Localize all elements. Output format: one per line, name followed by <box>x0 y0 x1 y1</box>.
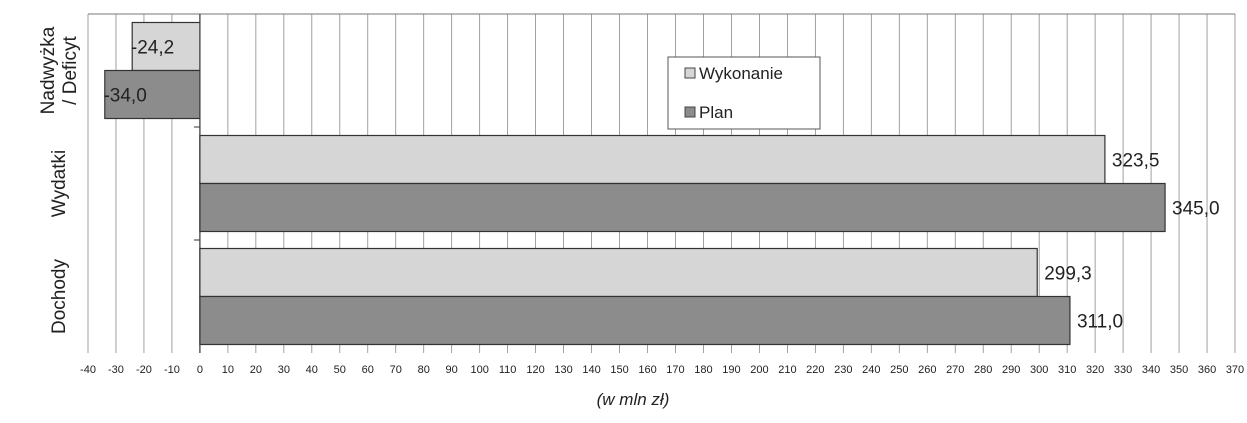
x-tick-label: 170 <box>666 364 684 376</box>
x-tick-label: 150 <box>610 364 628 376</box>
x-tick-label: 40 <box>306 364 318 376</box>
x-axis-title: (w mln zł) <box>597 390 670 409</box>
x-tick-label: 100 <box>470 364 488 376</box>
bar-layer <box>104 21 1166 346</box>
x-tick-label: 360 <box>1198 364 1216 376</box>
x-tick-label: 30 <box>278 364 290 376</box>
x-tick-label: 280 <box>974 364 992 376</box>
x-tick-label: 240 <box>862 364 880 376</box>
category-label: Dochody <box>49 259 70 334</box>
x-tick-label: 140 <box>582 364 600 376</box>
x-tick-label: -40 <box>80 364 96 376</box>
legend-swatch-plan <box>684 106 696 118</box>
x-tick-label: 160 <box>638 364 656 376</box>
x-tick-label: 0 <box>197 364 203 376</box>
bar-wykonanie <box>199 134 1106 185</box>
x-tick-label: 120 <box>526 364 544 376</box>
x-tick-label: 320 <box>1086 364 1104 376</box>
x-tick-label: 340 <box>1142 364 1160 376</box>
legend-label-wykonanie: Wykonanie <box>699 64 783 83</box>
x-tick-label: 250 <box>890 364 908 376</box>
x-tick-label: 270 <box>946 364 964 376</box>
x-tick-label: -20 <box>136 364 152 376</box>
bar-wykonanie <box>131 21 201 72</box>
x-tick-label: 110 <box>499 364 517 376</box>
x-tick-label: 130 <box>554 364 572 376</box>
value-label: 323,5 <box>1112 151 1160 172</box>
x-tick-label: 290 <box>1002 364 1020 376</box>
x-tick-label: 200 <box>750 364 768 376</box>
x-tick-label: 300 <box>1030 364 1048 376</box>
x-tick-label: 230 <box>834 364 852 376</box>
x-tick-label: 50 <box>334 364 346 376</box>
x-tick-label: 350 <box>1170 364 1188 376</box>
x-tick-label: 70 <box>390 364 402 376</box>
x-tick-label: 190 <box>722 364 740 376</box>
x-tick-label: 90 <box>446 364 458 376</box>
x-tick-label: 310 <box>1058 364 1076 376</box>
value-label: 345,0 <box>1172 199 1220 220</box>
x-tick-label: 220 <box>806 364 824 376</box>
x-tick-label: 370 <box>1226 364 1244 376</box>
x-tick-label: 180 <box>694 364 712 376</box>
value-label: -34,0 <box>103 86 146 107</box>
category-label: Nadwyżka/ Deficyt <box>38 26 81 114</box>
value-label: 311,0 <box>1077 312 1123 333</box>
bar-plan <box>104 69 201 120</box>
legend-label-plan: Plan <box>699 103 733 122</box>
bar-plan <box>199 295 1071 346</box>
x-tick-label: 10 <box>222 364 234 376</box>
value-label: 299,3 <box>1044 264 1092 285</box>
legend: Wykonanie Plan <box>667 56 821 130</box>
x-tick-label: -10 <box>164 364 180 376</box>
x-tick-label: 20 <box>250 364 262 376</box>
label-layer: -24,2 -34,0 Nadwyżka/ Deficyt 323,5 345,0 Wyd… <box>38 26 1220 334</box>
legend-swatch-wykonanie <box>684 67 696 79</box>
value-label: -24,2 <box>131 38 174 59</box>
x-tick-label: 260 <box>918 364 936 376</box>
x-tick-label: 330 <box>1114 364 1132 376</box>
x-tick-label: 210 <box>778 364 796 376</box>
x-tick-label: -30 <box>108 364 124 376</box>
bar-plan <box>199 182 1166 233</box>
x-tick-label: 80 <box>418 364 430 376</box>
x-tick-label: 60 <box>362 364 374 376</box>
category-label: Wydatki <box>49 150 70 217</box>
bar-wykonanie <box>199 247 1038 298</box>
